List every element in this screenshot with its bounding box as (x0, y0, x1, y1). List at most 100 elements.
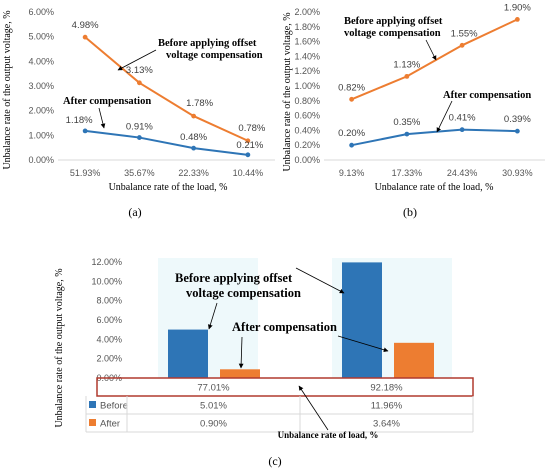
series-line (84, 36, 249, 142)
annotation-arrow-before-c (295, 267, 345, 294)
y-tick-label: 1.80% (294, 22, 320, 32)
annotation-arrow-after-c (337, 335, 389, 353)
x-axis-label-b: Unbalance rate of the load, % (375, 182, 494, 193)
caption-c: (c) (268, 454, 281, 468)
data-point (191, 145, 197, 151)
y-axis-label-a: Unbalance rate of the output voltage, % (2, 10, 13, 169)
data-label: 0.91% (126, 122, 153, 133)
x-tick-label: 35.67% (124, 168, 155, 178)
legend-swatch (89, 419, 96, 426)
bar (342, 262, 382, 378)
y-tick-label: 1.20% (294, 66, 320, 76)
table-category-cell: 92.18% (370, 383, 403, 394)
annotation-after-a: After compensation (63, 96, 151, 107)
annotation-before-c: Before applying offset voltage compensat… (175, 271, 301, 300)
y-tick-label: 0.00% (28, 155, 54, 165)
bars-c (168, 262, 434, 378)
y-axis-label-b: Unbalance rate of the output voltage, % (282, 12, 293, 171)
annotation-arrow-before-c-2 (207, 302, 218, 330)
y-tick-label: 8.00% (96, 296, 122, 306)
data-label: 1.13% (393, 59, 420, 70)
bar (394, 342, 434, 378)
data-label: 0.41% (449, 113, 476, 124)
bar (168, 329, 208, 378)
annotation-after-b: After compensation (443, 90, 531, 101)
series-b: 0.82% 1.13% 1.55% 1.90% 0.20% 0.35% 0.41% 0.39% (338, 2, 531, 148)
annotation-arrow-before-a (117, 49, 157, 71)
data-label: 1.78% (186, 98, 213, 109)
data-point (82, 128, 88, 134)
y-tick-label: 0.40% (294, 125, 320, 135)
data-label: 0.82% (338, 82, 365, 93)
data-table-c: 77.01% 92.18% Before 5.01% 11.96% After 0.90% 3… (85, 377, 474, 433)
y-tick-label: 6.00% (28, 7, 54, 17)
data-label: 0.21% (236, 140, 263, 151)
x-axis-label-arrow-c (298, 385, 329, 431)
annotation-after-c: After compensation (232, 320, 337, 334)
series-a: 4.98% 3.13% 1.78% 0.78% 1.18% 0.91% 0.48% 0.21% (66, 20, 266, 158)
series-line (351, 128, 518, 147)
table-category-cell: 77.01% (197, 383, 230, 394)
y-ticks-b: 0.00% 0.20% 0.40% 0.60% 0.80% 1.00% 1.20% 1.40%… (294, 7, 320, 165)
series-line (85, 129, 248, 156)
annotation-before-a: Before applying offset voltage compensat… (158, 38, 263, 61)
y-ticks-c: 0.00%2.00%4.00%6.00%8.00%10.00%12.00% (91, 257, 122, 383)
x-tick-label: 51.93% (70, 168, 101, 178)
y-axis-label-c: Unbalance rate of the output voltage, % (54, 268, 65, 427)
legend-label: Before (100, 401, 128, 412)
data-point (459, 42, 465, 48)
data-label: 0.35% (393, 117, 420, 128)
y-tick-label: 12.00% (91, 257, 122, 267)
y-tick-label: 10.00% (91, 276, 122, 286)
chart-panel-a: Unbalance rate of the output voltage, % … (2, 7, 275, 219)
table-value-cell: 5.01% (200, 401, 227, 412)
y-tick-label: 1.60% (294, 37, 320, 47)
x-tick-label: 9.13% (339, 168, 365, 178)
chart-panel-b: Unbalance rate of the output voltage, % … (282, 2, 545, 219)
y-tick-label: 1.00% (28, 130, 54, 140)
y-tick-label: 2.00% (96, 354, 122, 364)
y-tick-label: 0.20% (294, 140, 320, 150)
x-tick-label: 17.33% (392, 168, 423, 178)
annotation-arrow-before-b (425, 39, 437, 61)
y-tick-label: 4.00% (96, 334, 122, 344)
legend-swatch (89, 401, 96, 408)
y-tick-label: 2.00% (28, 106, 54, 116)
data-point (191, 113, 197, 119)
data-point (349, 96, 355, 102)
data-label: 1.90% (504, 2, 531, 13)
bar (220, 369, 260, 378)
y-tick-label: 0.80% (294, 96, 320, 106)
category-row-highlight (96, 377, 474, 397)
x-ticks-b: 9.13% 17.33% 24.43% 30.93% (339, 168, 533, 178)
x-ticks-a: 51.93% 35.67% 22.33% 10.44% (70, 168, 263, 178)
data-label: 0.20% (338, 128, 365, 139)
y-tick-label: 1.40% (294, 51, 320, 61)
data-point (245, 138, 251, 144)
data-label: 0.78% (238, 123, 265, 134)
annotation-arrow-after-a (98, 107, 106, 129)
y-ticks-a: 0.00% 1.00% 2.00% 3.00% 4.00% 5.00% 6.00% (28, 7, 54, 165)
y-tick-label: 0.00% (294, 155, 320, 165)
data-label: 3.13% (126, 65, 153, 76)
y-tick-label: 5.00% (28, 32, 54, 42)
y-tick-label: 0.60% (294, 111, 320, 121)
y-tick-label: 1.00% (294, 81, 320, 91)
annotation-arrow-after-b (436, 100, 453, 133)
y-tick-label: 4.00% (28, 56, 54, 66)
table-value-cell: 0.90% (200, 419, 227, 430)
data-label: 1.55% (451, 28, 478, 39)
data-point (404, 131, 410, 137)
data-label: 0.39% (504, 114, 531, 125)
x-tick-label: 24.43% (447, 168, 478, 178)
data-point (82, 34, 88, 40)
data-point (514, 128, 520, 134)
data-point (136, 80, 142, 86)
annotation-before-b: Before applying offset voltage compensat… (344, 16, 445, 39)
table-value-cell: 3.64% (373, 419, 400, 430)
data-label: 0.48% (180, 132, 207, 143)
x-tick-label: 22.33% (178, 168, 209, 178)
data-label: 4.98% (72, 20, 99, 31)
series-line (351, 18, 518, 101)
